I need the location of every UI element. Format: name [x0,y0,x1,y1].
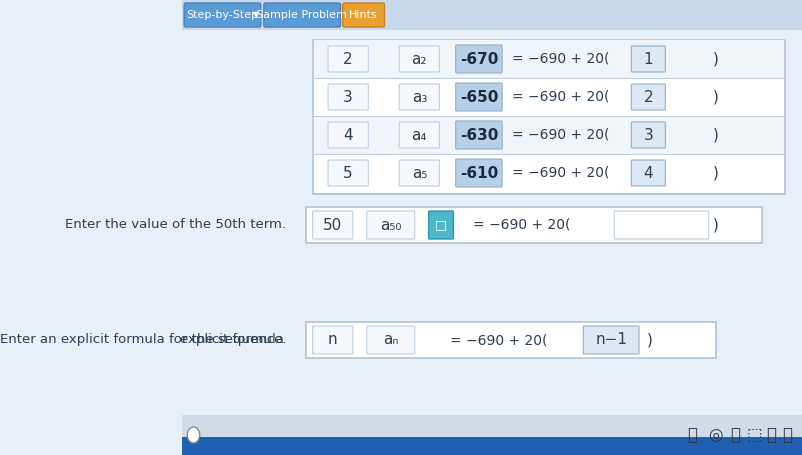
Text: ▼: ▼ [253,10,259,20]
FancyBboxPatch shape [367,326,414,354]
Text: 4: 4 [343,127,353,142]
Bar [314,154,784,192]
FancyBboxPatch shape [428,211,453,239]
FancyBboxPatch shape [399,160,439,186]
Text: = −690 + 20(: = −690 + 20( [512,166,609,180]
Text: a₅₀: a₅₀ [379,217,401,233]
Text: □: □ [435,218,447,232]
FancyBboxPatch shape [630,84,665,110]
FancyBboxPatch shape [312,211,352,239]
Bar [313,40,784,194]
Bar [181,0,802,30]
Text: Sample Problem: Sample Problem [256,10,346,20]
Text: 3: 3 [642,127,652,142]
Text: = −690 + 20(: = −690 + 20( [512,128,609,142]
Text: ): ) [646,333,652,348]
FancyBboxPatch shape [455,121,501,149]
Text: aₙ: aₙ [383,333,398,348]
FancyBboxPatch shape [328,160,368,186]
FancyBboxPatch shape [630,46,665,72]
FancyBboxPatch shape [312,326,352,354]
Text: Step-by-Step: Step-by-Step [186,10,257,20]
Text: ⬚: ⬚ [746,426,761,444]
FancyBboxPatch shape [264,3,340,27]
FancyBboxPatch shape [614,211,707,239]
Text: Enter the value of the 50th term.: Enter the value of the 50th term. [65,218,286,232]
Text: 3: 3 [343,90,353,105]
Text: -630: -630 [459,127,497,142]
Text: ◎: ◎ [707,426,722,444]
Bar [181,415,802,455]
FancyBboxPatch shape [455,45,501,73]
FancyBboxPatch shape [630,160,665,186]
Text: ⬛: ⬛ [781,426,791,444]
Text: Hints: Hints [349,10,378,20]
Text: 5: 5 [343,166,353,181]
Text: ): ) [711,217,718,233]
FancyBboxPatch shape [455,83,501,111]
FancyBboxPatch shape [582,326,638,354]
Text: ⬛: ⬛ [765,426,776,444]
Text: -610: -610 [460,166,497,181]
Text: ): ) [711,90,718,105]
FancyBboxPatch shape [328,46,368,72]
Bar [314,78,784,116]
Text: ⬛: ⬛ [729,426,739,444]
Text: 🌐: 🌐 [687,426,696,444]
Text: n−1: n−1 [594,333,626,348]
Text: 2: 2 [343,51,353,66]
Circle shape [187,427,200,443]
FancyBboxPatch shape [399,84,439,110]
Text: n: n [327,333,337,348]
Text: ): ) [711,127,718,142]
Text: -670: -670 [459,51,497,66]
Text: = −690 + 20(: = −690 + 20( [450,333,547,347]
FancyBboxPatch shape [399,46,439,72]
Text: a₄: a₄ [411,127,427,142]
Text: Enter an explicit formula for the sequence.: Enter an explicit formula for the sequen… [0,334,286,347]
Text: ): ) [711,51,718,66]
Bar [181,437,802,455]
Text: 4: 4 [642,166,652,181]
Text: a₃: a₃ [411,90,427,105]
Bar [314,40,784,78]
Text: 2: 2 [642,90,652,105]
Text: a₅: a₅ [411,166,427,181]
Text: = −690 + 20(: = −690 + 20( [512,90,609,104]
Text: = −690 + 20(: = −690 + 20( [473,218,570,232]
Text: = −690 + 20(: = −690 + 20( [512,52,609,66]
Text: 1: 1 [642,51,652,66]
FancyBboxPatch shape [328,84,368,110]
FancyBboxPatch shape [455,159,501,187]
FancyBboxPatch shape [342,3,384,27]
Bar [306,322,715,358]
Text: -650: -650 [459,90,497,105]
Text: 50: 50 [322,217,342,233]
Bar [306,207,761,243]
FancyBboxPatch shape [184,3,261,27]
Bar [314,116,784,154]
FancyBboxPatch shape [630,122,665,148]
FancyBboxPatch shape [399,122,439,148]
Text: explicit formula: explicit formula [180,334,284,347]
Text: a₂: a₂ [411,51,427,66]
FancyBboxPatch shape [367,211,414,239]
Text: ): ) [711,166,718,181]
FancyBboxPatch shape [328,122,368,148]
